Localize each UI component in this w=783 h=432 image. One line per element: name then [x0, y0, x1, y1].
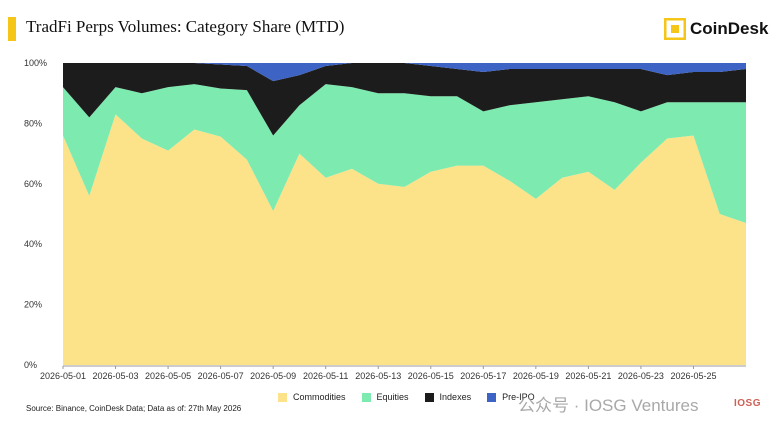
chart-title: TradFi Perps Volumes: Category Share (MT…	[26, 17, 345, 36]
x-tick-label: 2026-05-13	[355, 371, 401, 381]
x-tick-label: 2026-05-17	[460, 371, 506, 381]
y-tick-label: 60%	[24, 179, 42, 189]
watermark-logo: IOSG	[734, 398, 762, 409]
y-tick-label: 20%	[24, 300, 42, 310]
x-tick-label: 2026-05-03	[93, 371, 139, 381]
legend-label: Pre-IPO	[502, 392, 535, 402]
area-series-indexes	[63, 63, 746, 136]
y-tick-label: 80%	[24, 118, 42, 128]
brand-logo: CoinDesk	[664, 18, 768, 40]
x-tick-label: 2026-05-21	[565, 371, 611, 381]
brand-name: CoinDesk	[690, 19, 769, 38]
area-series-equities	[63, 84, 746, 224]
legend-item-equities: Equities	[361, 392, 409, 402]
chart-legend: Commodities Equities Indexes Pre-IPO	[278, 392, 535, 402]
x-tick-label: 2026-05-07	[198, 371, 244, 381]
legend-swatch	[487, 392, 497, 402]
legend-swatch	[278, 392, 287, 402]
legend-swatch	[361, 392, 371, 402]
area-series-pre-ipo	[63, 63, 746, 82]
x-tick-label: 2026-05-11	[303, 371, 348, 381]
x-tick-label: 2026-05-15	[408, 371, 454, 381]
x-tick-label: 2026-05-01	[40, 371, 86, 381]
legend-item-commodities: Commodities	[278, 392, 346, 402]
y-tick-label: 0%	[24, 360, 37, 370]
x-tick-label: 2026-05-23	[618, 371, 664, 381]
x-tick-label: 2026-05-25	[670, 371, 716, 381]
legend-label: Indexes	[439, 392, 472, 402]
watermark-text: 公众号 · IOSG Ventures	[518, 396, 699, 415]
x-tick-label: 2026-05-05	[145, 371, 191, 381]
y-tick-label: 40%	[24, 239, 42, 249]
legend-item-pre-ipo: Pre-IPO	[487, 392, 535, 402]
legend-label: Equities	[376, 392, 409, 402]
area-series-commodities	[63, 114, 746, 365]
x-tick-label: 2026-05-19	[513, 371, 559, 381]
x-tick-label: 2026-05-09	[250, 371, 296, 381]
y-tick-label: 100%	[24, 58, 47, 68]
coindesk-logo-icon	[664, 18, 686, 40]
legend-label: Commodities	[293, 392, 346, 402]
legend-item-indexes: Indexes	[424, 392, 472, 402]
legend-swatch	[424, 392, 434, 402]
title-accent-bar	[8, 17, 16, 41]
source-note: Source: Binance, CoinDesk Data; Data as …	[26, 404, 242, 413]
